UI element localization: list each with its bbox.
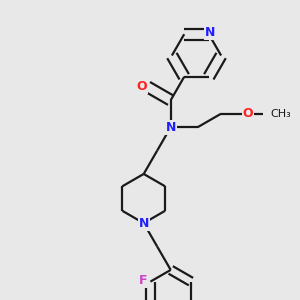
- Text: N: N: [205, 26, 215, 39]
- Text: F: F: [139, 274, 147, 286]
- Text: O: O: [136, 80, 147, 93]
- Text: O: O: [243, 107, 254, 120]
- Text: N: N: [139, 217, 149, 230]
- Text: N: N: [166, 121, 176, 134]
- Text: CH₃: CH₃: [271, 109, 291, 119]
